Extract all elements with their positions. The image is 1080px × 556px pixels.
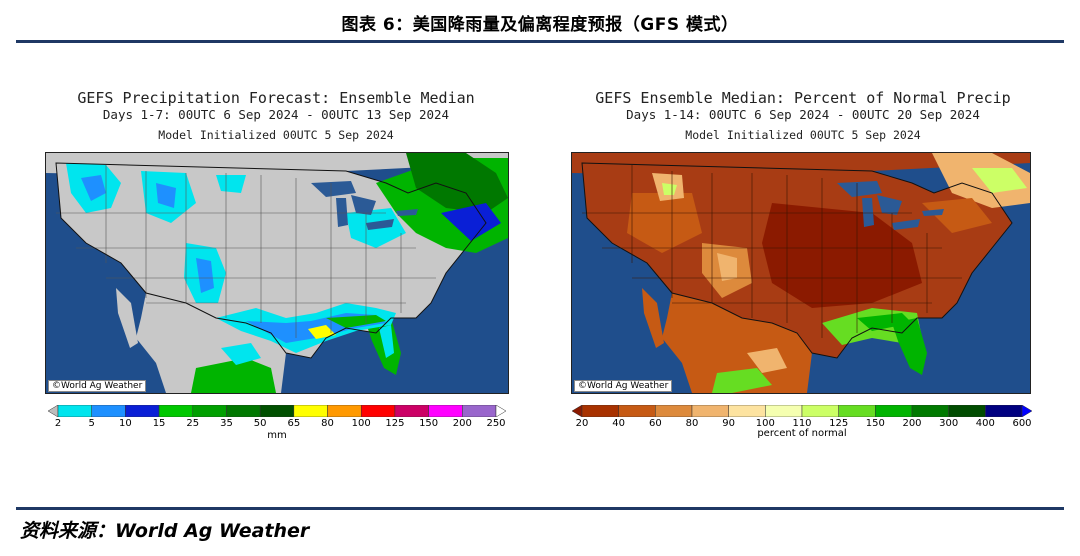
lake-michigan <box>336 198 348 227</box>
top-rule <box>16 40 1064 43</box>
colorbar-swatch <box>985 405 1023 417</box>
colorbar-swatch <box>728 405 766 417</box>
colorbar-tick-label: 35 <box>220 418 233 429</box>
right-map-credit: ©World Ag Weather <box>574 380 673 392</box>
colorbar-swatch <box>428 405 463 417</box>
colorbar-tick-label: 150 <box>865 418 885 429</box>
colorbar-swatch <box>293 405 328 417</box>
lake-erie <box>366 219 394 230</box>
state-borders <box>56 165 436 338</box>
figure-title: 图表 6：美国降雨量及偏离程度预报（GFS 模式） <box>341 15 739 35</box>
lake-ontario <box>396 209 418 216</box>
source-note: 资料来源：World Ag Weather <box>20 520 310 542</box>
colorbar-swatch <box>360 405 396 417</box>
right-panel-subtitle: Days 1-14: 00UTC 6 Sep 2024 - 00UTC 20 S… <box>626 107 980 122</box>
colorbar-swatch <box>948 405 986 417</box>
colorbar-swatch <box>765 405 803 417</box>
left-panel-init: Model Initialized 00UTC 5 Sep 2024 <box>158 128 394 142</box>
colorbar-tick-label: 125 <box>385 418 405 429</box>
left-colorbar <box>48 405 506 417</box>
left-panel-title: GEFS Precipitation Forecast: Ensemble Me… <box>77 89 475 107</box>
right-panel-title: GEFS Ensemble Median: Percent of Normal … <box>595 89 1011 107</box>
bottom-rule <box>16 507 1064 510</box>
colorbar-tick-label: 90 <box>722 418 736 429</box>
colorbar-tick-label: 110 <box>792 418 812 429</box>
colorbar-swatch <box>462 405 497 417</box>
lake-huron <box>351 195 376 215</box>
left-colorbar-unit: mm <box>267 430 287 441</box>
right-colorbar <box>572 405 1032 417</box>
lake-superior <box>311 181 356 197</box>
colorbar-tick-label: 20 <box>575 418 589 429</box>
colorbar-swatch <box>911 405 949 417</box>
colorbar-swatch <box>838 405 876 417</box>
colorbar-arrow-high <box>1021 405 1032 417</box>
colorbar-tick-label: 5 <box>88 418 95 429</box>
colorbar-swatch <box>226 405 261 417</box>
colorbar-tick-label: 80 <box>685 418 699 429</box>
right-panel-init: Model Initialized 00UTC 5 Sep 2024 <box>685 128 921 142</box>
colorbar-swatch <box>394 405 429 417</box>
colorbar-tick-label: 40 <box>612 418 626 429</box>
colorbar-swatch <box>259 405 295 417</box>
left-map-credit: ©World Ag Weather <box>48 380 147 392</box>
left-panel-subtitle: Days 1-7: 00UTC 6 Sep 2024 - 00UTC 13 Se… <box>102 107 450 122</box>
colorbar-tick-label: 600 <box>1012 418 1032 429</box>
colorbar-tick-label: 200 <box>452 418 472 429</box>
colorbar-tick-label: 250 <box>486 418 506 429</box>
colorbar-tick-label: 2 <box>54 418 62 429</box>
colorbar-tick-label: 10 <box>119 418 132 429</box>
colorbar-tick-label: 300 <box>939 418 959 429</box>
colorbar-swatch <box>125 405 160 417</box>
colorbar-tick-label: 15 <box>152 418 166 429</box>
colorbar-tick-label: 200 <box>902 418 922 429</box>
colorbar-swatch <box>691 405 729 417</box>
colorbar-swatch <box>875 405 913 417</box>
colorbar-swatch <box>91 405 126 417</box>
colorbar-swatch <box>801 405 839 417</box>
colorbar-tick-label: 80 <box>321 418 334 429</box>
colorbar-arrow-low <box>48 405 59 417</box>
colorbar-tick-label: 100 <box>755 418 775 429</box>
colorbar-swatch <box>655 405 693 417</box>
colorbar-swatch <box>57 405 92 417</box>
colorbar-swatch <box>581 405 619 417</box>
colorbar-swatch <box>618 405 656 417</box>
right-percent-map: ©World Ag Weather <box>571 152 1031 394</box>
colorbar-tick-label: 60 <box>648 418 662 429</box>
left-panel-header: GEFS Precipitation Forecast: Ensemble Me… <box>48 89 504 143</box>
colorbar-tick-label: 400 <box>975 418 995 429</box>
colorbar-tick-label: 125 <box>829 418 849 429</box>
right-colorbar-unit: percent of normal <box>757 428 847 439</box>
colorbar-tick-label: 150 <box>419 418 439 429</box>
colorbar-tick-label: 100 <box>351 418 371 429</box>
colorbar-tick-label: 65 <box>287 418 301 429</box>
colorbar-tick-label: 25 <box>186 418 200 429</box>
colorbar-swatch <box>192 405 227 417</box>
colorbar-arrow-low <box>572 405 583 417</box>
colorbar-swatch <box>327 405 362 417</box>
colorbar-tick-label: 50 <box>253 418 267 429</box>
left-precip-map: ©World Ag Weather <box>45 152 509 394</box>
colorbar-arrow-high <box>495 405 506 417</box>
right-panel-header: GEFS Ensemble Median: Percent of Normal … <box>575 89 1031 143</box>
colorbar-swatch <box>158 405 194 417</box>
state-borders <box>582 165 962 338</box>
